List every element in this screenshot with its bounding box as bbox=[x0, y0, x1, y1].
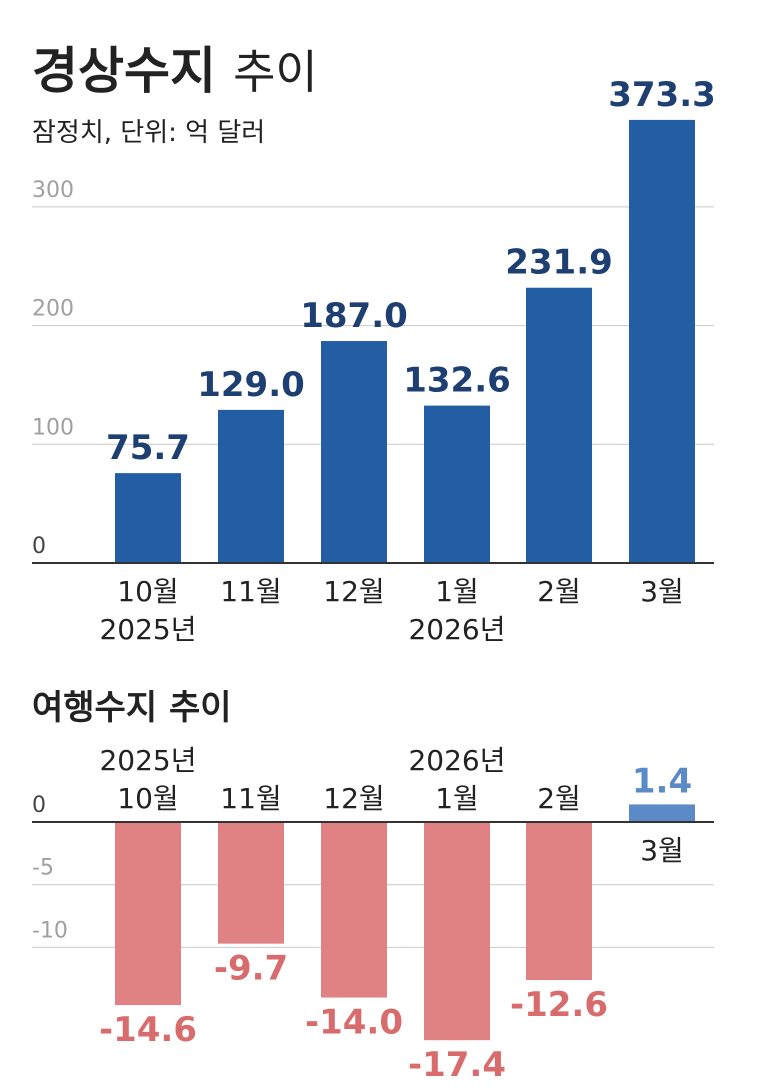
bar bbox=[629, 804, 695, 822]
chart-title: 경상수지 추이 bbox=[32, 42, 318, 100]
bar-value-label: 1.4 bbox=[632, 761, 692, 801]
chart-subtitle: 잠정치, 단위: 억 달러 bbox=[32, 118, 265, 148]
y-tick-label: -10 bbox=[32, 918, 68, 943]
y-tick-label: 0 bbox=[32, 793, 46, 818]
bar-value-label: 129.0 bbox=[197, 365, 305, 405]
bar-value-label: 75.7 bbox=[106, 428, 190, 468]
chart-title-light: 추이 bbox=[233, 45, 318, 99]
x-year-label: 2025년 bbox=[99, 613, 196, 646]
current-account-chart: 0 100 200 300 75.7 10월 2025년 129.0 11월 187.0 12월 13… bbox=[32, 75, 716, 646]
bar bbox=[115, 473, 181, 563]
bar-value-label: -14.0 bbox=[305, 1003, 403, 1043]
chart-title-bold: 경상수지 bbox=[32, 42, 216, 100]
bar-value-label: 231.9 bbox=[505, 243, 613, 283]
x-category-label: 12월 bbox=[323, 575, 384, 608]
x-year-label: 2026년 bbox=[408, 613, 505, 646]
x-category-label: 11월 bbox=[220, 575, 281, 608]
bar-value-label: 187.0 bbox=[300, 296, 408, 336]
bar-value-label: -14.6 bbox=[99, 1010, 197, 1050]
y-tick-label: 300 bbox=[32, 178, 74, 203]
travel-chart-title: 여행수지 추이 bbox=[32, 688, 232, 728]
bar-value-label: -17.4 bbox=[408, 1045, 506, 1085]
y-tick-label: 200 bbox=[32, 297, 74, 322]
y-tick-label: -5 bbox=[32, 856, 54, 881]
bar bbox=[321, 341, 387, 563]
y-tick-label: 0 bbox=[32, 534, 46, 559]
x-category-label: 2월 bbox=[537, 782, 581, 815]
bar bbox=[218, 409, 284, 563]
bar bbox=[218, 822, 284, 944]
x-category-label: 1월 bbox=[435, 782, 479, 815]
bar bbox=[115, 822, 181, 1006]
bar bbox=[526, 287, 592, 563]
bar bbox=[526, 822, 592, 981]
bar-value-label: -12.6 bbox=[510, 985, 608, 1025]
bar-value-label: -9.7 bbox=[214, 949, 288, 989]
bar-value-label: 132.6 bbox=[403, 361, 511, 401]
bar-value-label: 373.3 bbox=[608, 75, 716, 115]
bar bbox=[321, 822, 387, 998]
bar bbox=[629, 119, 695, 564]
x-category-label: 11월 bbox=[220, 782, 281, 815]
x-year-label: 2026년 bbox=[408, 744, 505, 777]
x-category-label: 12월 bbox=[323, 782, 384, 815]
bar bbox=[424, 405, 490, 563]
x-category-label: 10월 bbox=[117, 575, 178, 608]
x-category-label: 3월 bbox=[640, 834, 684, 867]
x-category-label: 10월 bbox=[117, 782, 178, 815]
travel-chart: 0 -5 -10 -14.6 10월 2025년 -9.7 11월 -14.0 12월 -17.4 1… bbox=[32, 744, 714, 1085]
x-category-label: 3월 bbox=[640, 575, 684, 608]
x-category-label: 2월 bbox=[537, 575, 581, 608]
x-year-label: 2025년 bbox=[99, 744, 196, 777]
x-category-label: 1월 bbox=[435, 575, 479, 608]
y-tick-label: 100 bbox=[32, 415, 74, 440]
bar bbox=[424, 822, 490, 1041]
